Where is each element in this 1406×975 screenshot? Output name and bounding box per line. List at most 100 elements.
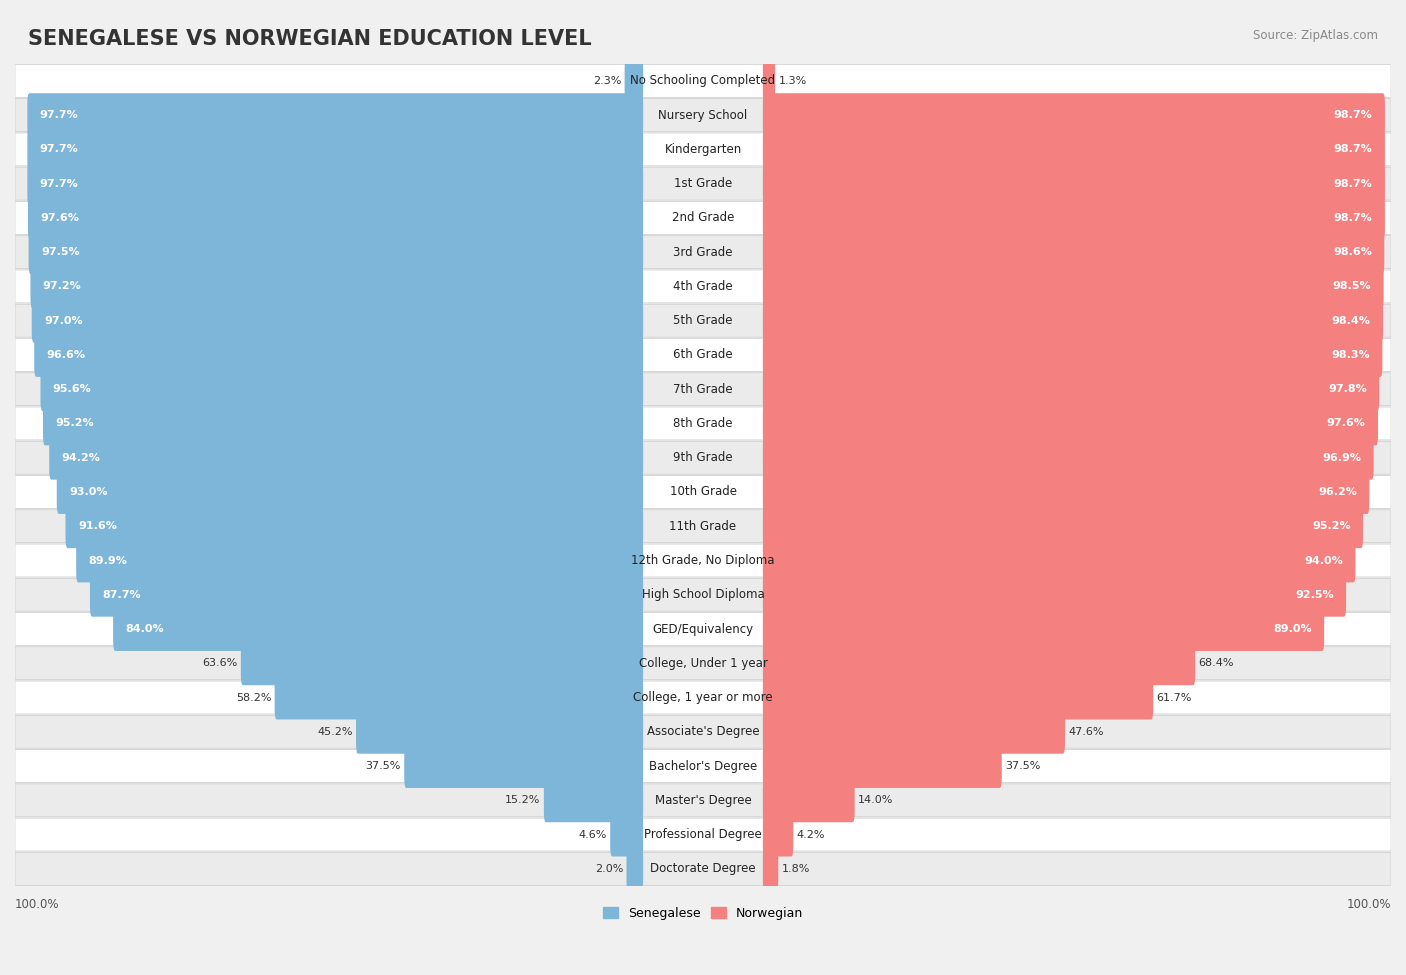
Text: 98.7%: 98.7% (1334, 144, 1372, 154)
Text: 98.7%: 98.7% (1334, 178, 1372, 188)
Text: 1.3%: 1.3% (779, 76, 807, 86)
FancyBboxPatch shape (544, 778, 643, 822)
FancyBboxPatch shape (763, 744, 1001, 788)
Text: 93.0%: 93.0% (69, 487, 108, 497)
FancyBboxPatch shape (31, 264, 643, 308)
FancyBboxPatch shape (15, 407, 1391, 440)
FancyBboxPatch shape (627, 847, 643, 891)
Text: 94.0%: 94.0% (1305, 556, 1343, 566)
FancyBboxPatch shape (27, 94, 643, 137)
Text: 97.6%: 97.6% (41, 213, 79, 223)
Text: 96.6%: 96.6% (46, 350, 86, 360)
FancyBboxPatch shape (763, 333, 1382, 377)
Text: 98.7%: 98.7% (1334, 213, 1372, 223)
FancyBboxPatch shape (15, 133, 1391, 166)
Legend: Senegalese, Norwegian: Senegalese, Norwegian (598, 902, 808, 925)
FancyBboxPatch shape (15, 202, 1391, 234)
Text: 58.2%: 58.2% (236, 692, 271, 703)
Text: 97.7%: 97.7% (39, 110, 79, 120)
FancyBboxPatch shape (15, 750, 1391, 783)
Text: 97.8%: 97.8% (1329, 384, 1367, 394)
FancyBboxPatch shape (763, 402, 1378, 446)
FancyBboxPatch shape (763, 162, 1385, 206)
Text: 4th Grade: 4th Grade (673, 280, 733, 292)
Text: 95.6%: 95.6% (53, 384, 91, 394)
Text: College, 1 year or more: College, 1 year or more (633, 691, 773, 704)
Text: 5th Grade: 5th Grade (673, 314, 733, 328)
FancyBboxPatch shape (28, 230, 643, 274)
Text: 89.9%: 89.9% (89, 556, 128, 566)
FancyBboxPatch shape (624, 58, 643, 102)
Text: 87.7%: 87.7% (103, 590, 141, 600)
FancyBboxPatch shape (49, 436, 643, 480)
FancyBboxPatch shape (56, 470, 643, 514)
Text: 98.6%: 98.6% (1333, 248, 1372, 257)
FancyBboxPatch shape (15, 270, 1391, 303)
Text: GED/Equivalency: GED/Equivalency (652, 622, 754, 636)
Text: 10th Grade: 10th Grade (669, 486, 737, 498)
FancyBboxPatch shape (610, 812, 643, 856)
FancyBboxPatch shape (763, 436, 1374, 480)
Text: 63.6%: 63.6% (202, 658, 238, 668)
Text: 15.2%: 15.2% (505, 796, 540, 805)
FancyBboxPatch shape (90, 573, 643, 616)
FancyBboxPatch shape (763, 812, 793, 856)
FancyBboxPatch shape (763, 230, 1385, 274)
Text: 14.0%: 14.0% (858, 796, 893, 805)
Text: 98.7%: 98.7% (1334, 110, 1372, 120)
Text: 47.6%: 47.6% (1069, 726, 1104, 737)
Text: 97.0%: 97.0% (44, 316, 83, 326)
FancyBboxPatch shape (15, 544, 1391, 577)
Text: 94.2%: 94.2% (62, 452, 100, 463)
Text: Master's Degree: Master's Degree (655, 794, 751, 806)
Text: 98.5%: 98.5% (1333, 282, 1371, 292)
FancyBboxPatch shape (763, 196, 1385, 240)
FancyBboxPatch shape (763, 676, 1153, 720)
FancyBboxPatch shape (15, 338, 1391, 371)
FancyBboxPatch shape (763, 128, 1385, 172)
FancyBboxPatch shape (15, 818, 1391, 851)
FancyBboxPatch shape (763, 470, 1369, 514)
FancyBboxPatch shape (763, 538, 1355, 582)
FancyBboxPatch shape (76, 538, 643, 582)
Text: 96.2%: 96.2% (1317, 487, 1357, 497)
Text: 61.7%: 61.7% (1157, 692, 1192, 703)
FancyBboxPatch shape (34, 333, 643, 377)
FancyBboxPatch shape (15, 646, 1391, 680)
Text: 84.0%: 84.0% (125, 624, 165, 634)
FancyBboxPatch shape (32, 298, 643, 342)
Text: 91.6%: 91.6% (77, 522, 117, 531)
FancyBboxPatch shape (763, 94, 1385, 137)
Text: 8th Grade: 8th Grade (673, 417, 733, 430)
FancyBboxPatch shape (15, 682, 1391, 714)
Text: Doctorate Degree: Doctorate Degree (650, 862, 756, 876)
Text: Nursery School: Nursery School (658, 108, 748, 122)
Text: 9th Grade: 9th Grade (673, 451, 733, 464)
FancyBboxPatch shape (763, 847, 779, 891)
Text: College, Under 1 year: College, Under 1 year (638, 657, 768, 670)
FancyBboxPatch shape (274, 676, 643, 720)
FancyBboxPatch shape (405, 744, 643, 788)
FancyBboxPatch shape (28, 196, 643, 240)
Text: Kindergarten: Kindergarten (665, 143, 741, 156)
Text: 100.0%: 100.0% (1347, 898, 1391, 911)
FancyBboxPatch shape (15, 236, 1391, 269)
FancyBboxPatch shape (356, 710, 643, 754)
Text: 1st Grade: 1st Grade (673, 177, 733, 190)
Text: 96.9%: 96.9% (1322, 452, 1361, 463)
FancyBboxPatch shape (15, 64, 1391, 98)
Text: 2.3%: 2.3% (593, 76, 621, 86)
FancyBboxPatch shape (27, 128, 643, 172)
FancyBboxPatch shape (240, 642, 643, 685)
Text: 95.2%: 95.2% (55, 418, 94, 428)
FancyBboxPatch shape (15, 167, 1391, 200)
FancyBboxPatch shape (15, 372, 1391, 406)
FancyBboxPatch shape (27, 162, 643, 206)
Text: 37.5%: 37.5% (366, 761, 401, 771)
Text: 3rd Grade: 3rd Grade (673, 246, 733, 258)
Text: 2.0%: 2.0% (595, 864, 623, 874)
FancyBboxPatch shape (15, 442, 1391, 474)
Text: 98.4%: 98.4% (1331, 316, 1371, 326)
Text: 97.6%: 97.6% (1327, 418, 1365, 428)
Text: 11th Grade: 11th Grade (669, 520, 737, 532)
